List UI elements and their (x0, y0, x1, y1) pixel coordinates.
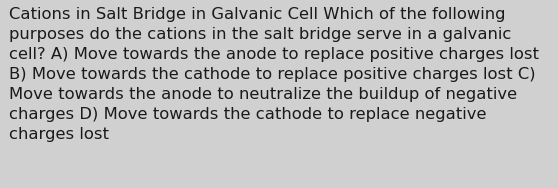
Text: Cations in Salt Bridge in Galvanic Cell Which of the following
purposes do the c: Cations in Salt Bridge in Galvanic Cell … (9, 7, 539, 142)
